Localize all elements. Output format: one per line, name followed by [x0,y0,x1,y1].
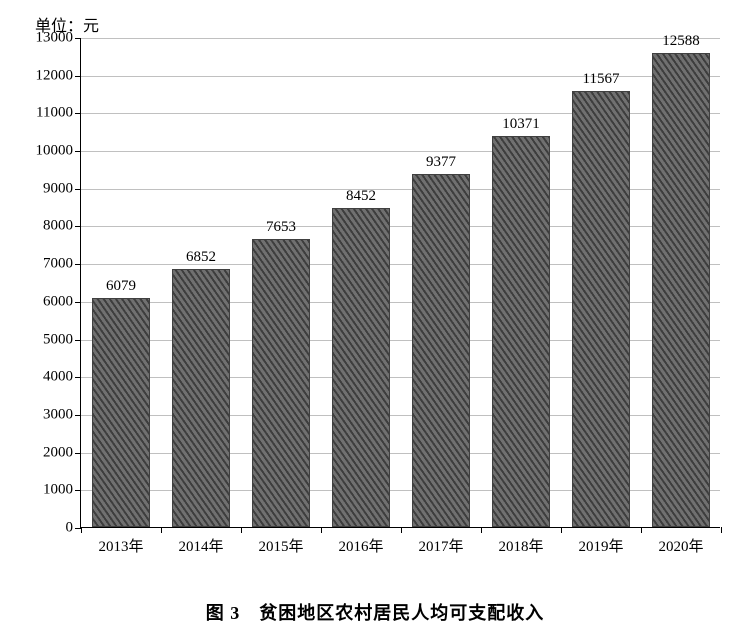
y-tick-label: 2000 [43,444,73,461]
x-tick-mark [401,527,402,533]
bar-value-label: 12588 [662,33,700,50]
y-tick-mark [75,302,81,303]
bar-value-label: 10371 [502,116,540,133]
y-tick-mark [75,189,81,190]
gridline [81,76,720,77]
y-tick-mark [75,453,81,454]
y-tick-label: 3000 [43,406,73,423]
y-tick-label: 6000 [43,293,73,310]
x-tick-label: 2014年 [178,535,223,556]
y-tick-label: 12000 [36,67,74,84]
bar-value-label: 11567 [583,71,620,88]
x-tick-mark [481,527,482,533]
bar [492,136,550,527]
y-tick-label: 5000 [43,331,73,348]
y-tick-label: 9000 [43,180,73,197]
x-tick-label: 2020年 [658,535,703,556]
x-tick-label: 2015年 [258,535,303,556]
bar-value-label: 8452 [346,188,376,205]
bar [252,239,310,527]
x-tick-label: 2016年 [338,535,383,556]
x-tick-label: 2018年 [498,535,543,556]
y-tick-label: 11000 [36,105,73,122]
bar [412,174,470,527]
x-tick-label: 2017年 [418,535,463,556]
y-tick-mark [75,415,81,416]
y-tick-mark [75,264,81,265]
bar [172,269,230,527]
bar [92,298,150,527]
bar [652,53,710,527]
y-tick-label: 13000 [36,30,74,47]
y-tick-label: 8000 [43,218,73,235]
x-tick-mark [161,527,162,533]
bar-value-label: 7653 [266,219,296,236]
bar-value-label: 6079 [106,278,136,295]
y-tick-label: 0 [66,520,74,537]
gridline [81,38,720,39]
bar [332,208,390,527]
y-tick-mark [75,490,81,491]
x-tick-mark [81,527,82,533]
bar-value-label: 6852 [186,249,216,266]
y-tick-mark [75,151,81,152]
y-tick-label: 7000 [43,256,73,273]
x-tick-mark [321,527,322,533]
plot-area: 0100020003000400050006000700080009000100… [80,38,720,528]
x-tick-mark [561,527,562,533]
y-tick-label: 10000 [36,143,74,160]
x-tick-mark [721,527,722,533]
y-tick-mark [75,38,81,39]
x-tick-label: 2013年 [98,535,143,556]
bar [572,91,630,527]
chart-caption: 图 3 贫困地区农村居民人均可支配收入 [0,599,750,625]
chart-container: 单位：元 01000200030004000500060007000800090… [0,0,750,637]
y-tick-mark [75,113,81,114]
bar-value-label: 9377 [426,154,456,171]
y-tick-label: 1000 [43,482,73,499]
y-tick-label: 4000 [43,369,73,386]
y-tick-mark [75,76,81,77]
x-tick-label: 2019年 [578,535,623,556]
y-tick-mark [75,226,81,227]
y-tick-mark [75,377,81,378]
y-tick-mark [75,340,81,341]
x-tick-mark [241,527,242,533]
x-tick-mark [641,527,642,533]
